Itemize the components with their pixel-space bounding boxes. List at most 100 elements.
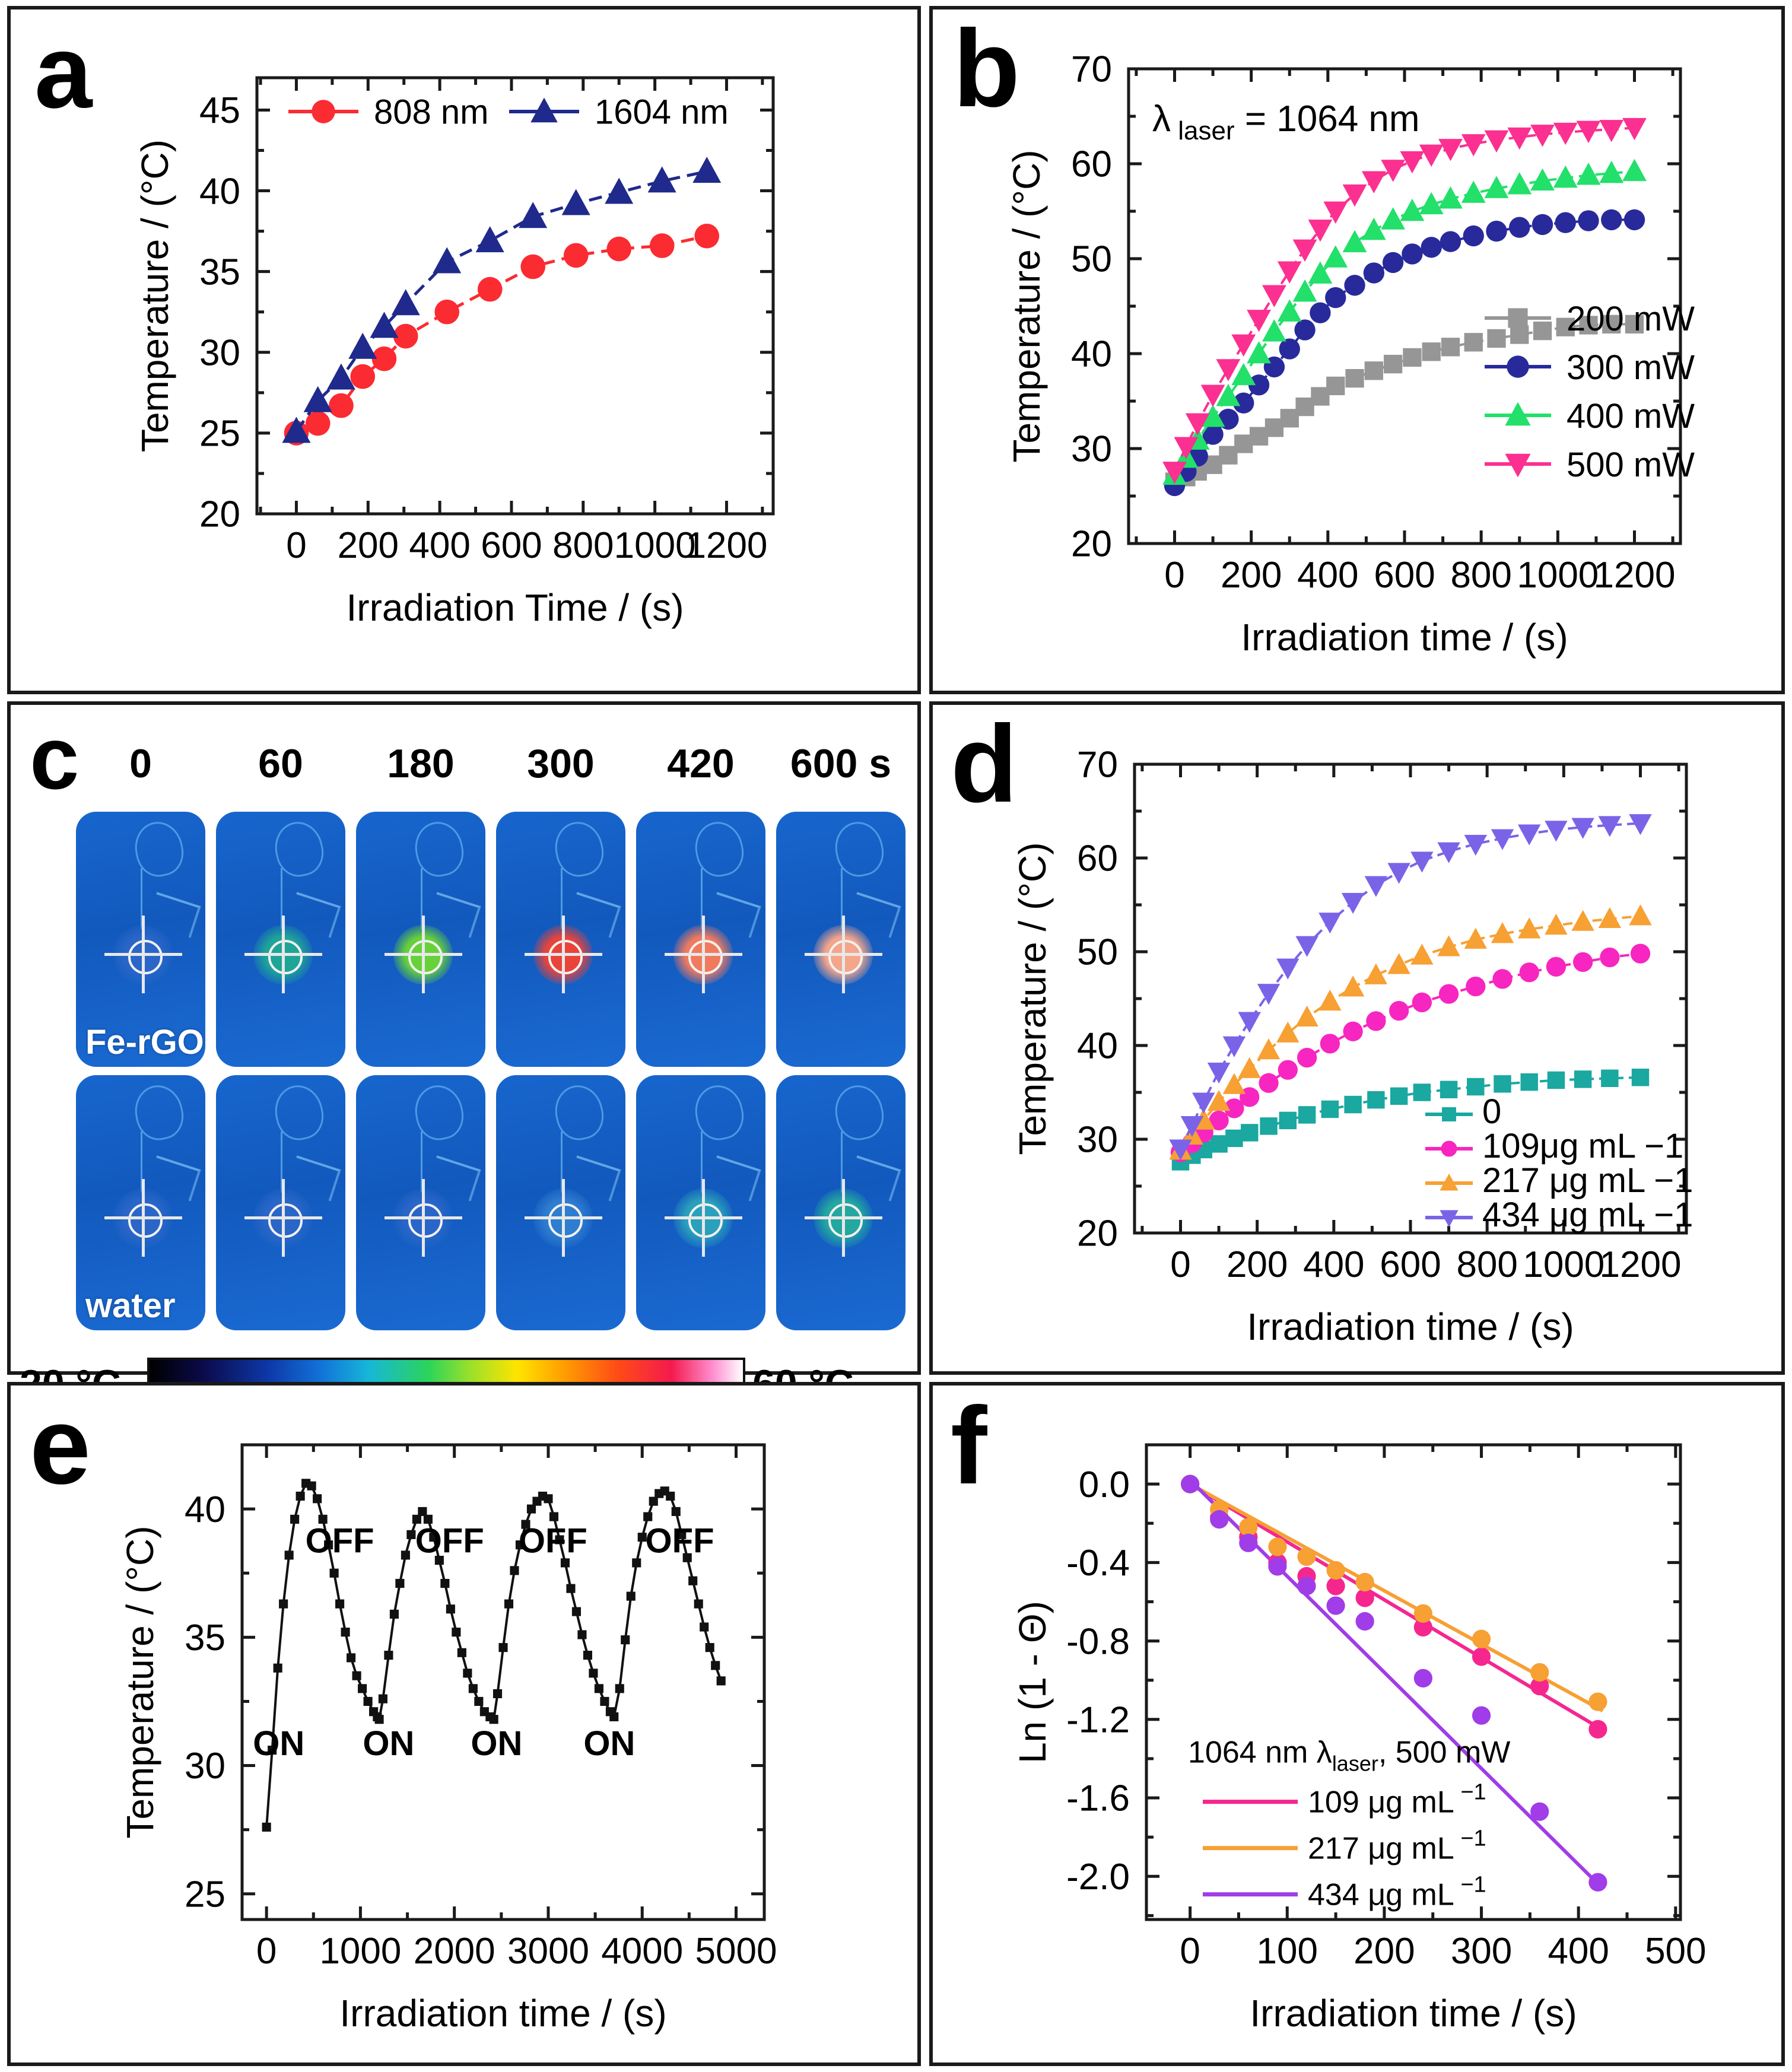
data-point-triangle-down [1622,117,1647,141]
data-point-square [378,1694,387,1704]
data-point-triangle-up [1207,1089,1231,1111]
panel-b-label: b [953,8,1021,130]
crosshair-vertical [841,1179,845,1257]
y-tick-label: 70 [1071,49,1112,90]
x-axis-title: Irradiation time / (s) [1250,1992,1577,2035]
x-tick-label: 600 [1380,1244,1441,1285]
data-point-square [1344,1095,1362,1114]
off-label: OFF [519,1522,587,1561]
stem-silhouette [281,867,282,929]
panel-a: a 0 200 400 600 800 1000 1200 20 25 30 35 40 45 Irrad… [7,6,921,694]
panel-a-label: a [34,14,93,130]
data-point-square [560,1558,570,1568]
off-label: OFF [306,1522,374,1561]
data-point-square [358,1684,367,1693]
data-point-square [583,1651,593,1660]
data-point-circle [1530,1663,1549,1682]
data-point-circle [1259,1073,1279,1093]
x-tick-label: 2000 [414,1931,495,1972]
data-point-circle [1555,212,1576,233]
data-point-circle [1413,1669,1432,1688]
data-point-triangle-down [1438,139,1463,161]
data-point-square [515,1540,525,1550]
thermal-frame [496,812,625,1067]
vessel-silhouette [270,817,329,881]
data-point-triangle-down [1341,892,1365,914]
thermal-frame [216,812,345,1067]
data-point-circle [1326,1577,1345,1596]
lambda-symbol: λ [1152,98,1171,139]
data-point-square [621,1635,630,1645]
data-point-triangle-up [1222,1073,1246,1094]
panel-f: f 0 100 200 300 400 500 0.0 -0.4 -0.8 -1.2 -1.6 -2.… [929,1382,1785,2066]
data-point-triangle-down [1323,201,1348,224]
x-tick-label: 0 [286,525,306,566]
data-point-square [677,1530,687,1539]
data-point-square [1467,1078,1485,1096]
data-point-circle [694,223,720,249]
data-point-square [1241,1124,1259,1142]
thermal-time-label: 300 [527,741,595,786]
data-point-square [1225,1129,1243,1148]
data-point-triangle-up [1364,963,1388,984]
x-tick-label: 0 [1170,1244,1190,1285]
data-point-circle [1601,209,1622,231]
data-point-square [374,1715,384,1724]
data-point-circle [1412,992,1432,1012]
data-point-triangle-up [519,202,548,228]
on-label: ON [253,1724,304,1763]
data-point-square [711,1661,720,1670]
data-point-square [1508,308,1528,328]
data-point-triangle-down [1419,144,1444,167]
legend-label-exponent: −1 [1454,1780,1486,1805]
x-tick-label: 200 [1353,1931,1415,1972]
data-point-square [705,1643,714,1652]
laser-condition-text: 1064 nm λlaser, 500 mW [1188,1736,1510,1776]
data-point-square [589,1669,598,1678]
vessel-silhouette [690,817,749,881]
stem-silhouette [281,1131,282,1193]
crosshair-vertical [701,1179,705,1257]
plot-frame [1145,1443,1682,1921]
data-point-circle [1279,338,1300,360]
data-point-square [352,1671,361,1680]
data-point-square [423,1514,433,1524]
data-point-triangle-down [1400,151,1425,174]
panel-f-plot: 0 100 200 300 400 500 0.0 -0.4 -0.8 -1.2 -1.6 -2.0 I… [1011,1443,1707,2035]
data-point-triangle-down [1410,851,1434,873]
data-point-square [1631,1069,1650,1086]
thermal-measurement-spot [268,1203,303,1238]
data-point-square [1625,314,1644,334]
data-point-circle [1466,976,1486,997]
data-point-triangle-down [1262,285,1286,307]
fit-line-434-μg-mL-−1 [1189,1479,1604,1890]
data-point-triangle-down [1342,184,1367,207]
data-point-triangle-down [1387,863,1410,884]
data-point-square [1390,1087,1408,1105]
data-point-triangle-up [1381,207,1406,230]
y-axis-title: Temperature / (°C) [1005,150,1048,462]
data-point-triangle-up [647,166,676,193]
thermal-time-label: 600 s [790,741,892,786]
panel-b: b 0 200 400 600 800 1000 1200 20 30 40 50 60 70 Irrad… [929,6,1785,694]
data-point-triangle-up [1410,943,1434,965]
data-point-square [468,1684,478,1693]
y-axis-title: Temperature / (°C) [119,1526,161,1838]
vessel-silhouette [550,1081,609,1145]
x-tick-label: 400 [1548,1931,1609,1972]
data-point-square [1298,1106,1316,1124]
x-tick-label: 200 [338,525,399,566]
thermal-measurement-spot [548,939,583,974]
data-point-circle [520,254,546,279]
thermal-measurement-spot [548,1203,583,1238]
data-point-square [682,1553,692,1562]
stem-silhouette [141,867,142,929]
data-point-square [262,1822,271,1832]
data-point-triangle-up [1464,927,1487,949]
data-point-circle [1355,1588,1374,1607]
x-tick-label: 800 [1456,1244,1517,1285]
data-point-triangle-down [1364,876,1388,897]
data-point-square [1441,338,1460,357]
data-point-circle [1519,962,1539,983]
on-label: ON [583,1724,635,1763]
